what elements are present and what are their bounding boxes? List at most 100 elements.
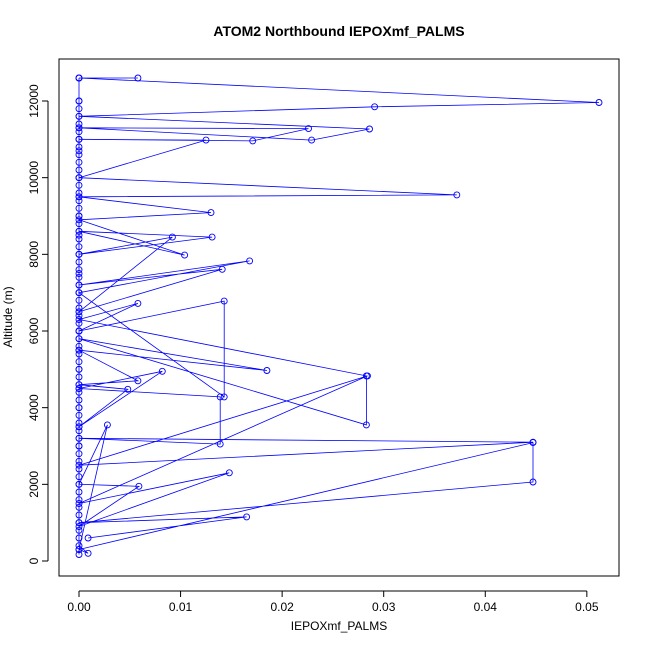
data-point (75, 231, 83, 239)
data-point (75, 143, 83, 151)
x-axis: 0.00 0.01 0.02 0.03 0.04 0.05 (67, 590, 599, 614)
data-point (75, 197, 83, 205)
data-point (249, 137, 257, 145)
data-point (84, 534, 92, 542)
data-point (75, 473, 83, 481)
x-axis-label: IEPOXmf_PALMS (291, 619, 387, 633)
data-point (75, 273, 83, 281)
data-point (75, 488, 83, 496)
data-point (595, 99, 603, 106)
chart-title: ATOM2 Northbound IEPOXmf_PALMS (213, 23, 464, 39)
data-point (75, 266, 83, 274)
data-point (75, 423, 83, 431)
x-tick-label: 0.01 (169, 600, 193, 614)
data-point (75, 147, 83, 155)
data-point (366, 125, 373, 133)
data-point (75, 112, 83, 120)
data-point (75, 166, 83, 174)
data-point (75, 220, 83, 228)
data-point (216, 440, 224, 448)
data-point (75, 174, 83, 182)
data-point (75, 404, 83, 412)
data-point (135, 482, 143, 490)
y-tick-label: 6000 (27, 317, 41, 344)
data-point (202, 136, 210, 144)
data-point (75, 450, 83, 458)
data-point (84, 549, 92, 557)
data-point (75, 461, 83, 469)
data-point (225, 469, 233, 477)
data-point (75, 243, 83, 251)
data-point (75, 189, 83, 197)
x-tick-label: 0.00 (67, 600, 91, 614)
data-point (75, 342, 83, 350)
data-point (75, 358, 83, 366)
data-point (216, 393, 224, 401)
data-point (75, 373, 83, 381)
data-point (75, 204, 83, 212)
data-point (181, 251, 189, 259)
data-point (207, 209, 215, 217)
y-axis-label: Altitude (m) (1, 286, 15, 347)
x-tick-label: 0.05 (575, 600, 599, 614)
data-point (75, 350, 83, 358)
data-point (218, 265, 226, 273)
x-tick-label: 0.02 (270, 600, 294, 614)
data-point (75, 500, 83, 507)
y-tick-label: 0 (27, 557, 41, 564)
data-point (75, 124, 83, 132)
data-point (75, 419, 83, 427)
data-point (75, 312, 83, 320)
data-point (75, 235, 83, 243)
data-point (529, 478, 537, 486)
data-point (308, 136, 316, 144)
data-point (134, 74, 142, 82)
data-point (75, 385, 83, 392)
data-point (246, 257, 254, 265)
data-point (75, 319, 83, 327)
data-point (75, 316, 83, 323)
y-tick-label: 2000 (27, 471, 41, 498)
y-tick-label: 8000 (27, 241, 41, 268)
data-point (75, 551, 83, 558)
y-tick-label: 10000 (27, 161, 41, 195)
data-point (371, 103, 379, 111)
data-point (75, 258, 83, 266)
data-point (362, 421, 370, 429)
data-point (75, 128, 83, 136)
data-point (208, 233, 216, 241)
data-point (75, 523, 83, 530)
data-point (75, 97, 83, 105)
data-point (75, 526, 83, 534)
data-point (75, 105, 83, 113)
data-point (75, 212, 83, 220)
data-point (168, 233, 176, 241)
data-point (75, 496, 83, 504)
data-point (529, 438, 537, 446)
data-point (75, 427, 83, 435)
data-point (75, 546, 83, 553)
data-point (75, 465, 83, 473)
data-point (134, 377, 142, 385)
data-point (75, 381, 83, 389)
data-point (75, 135, 83, 143)
data-point (158, 367, 166, 375)
data-point (75, 411, 83, 419)
data-point (75, 227, 83, 235)
series-line-2 (78, 77, 600, 551)
data-point (75, 457, 83, 465)
data-point (75, 519, 83, 527)
x-tick-label: 0.04 (474, 600, 498, 614)
data-point (75, 74, 83, 82)
data-point (75, 434, 83, 442)
data-point (220, 393, 228, 401)
data-point (263, 367, 271, 374)
data-point (75, 503, 83, 511)
plot-frame (58, 58, 620, 577)
data-point (134, 299, 142, 307)
data-point (453, 191, 461, 199)
data-point (75, 365, 83, 373)
data-point (75, 308, 83, 316)
data-point (75, 120, 83, 128)
